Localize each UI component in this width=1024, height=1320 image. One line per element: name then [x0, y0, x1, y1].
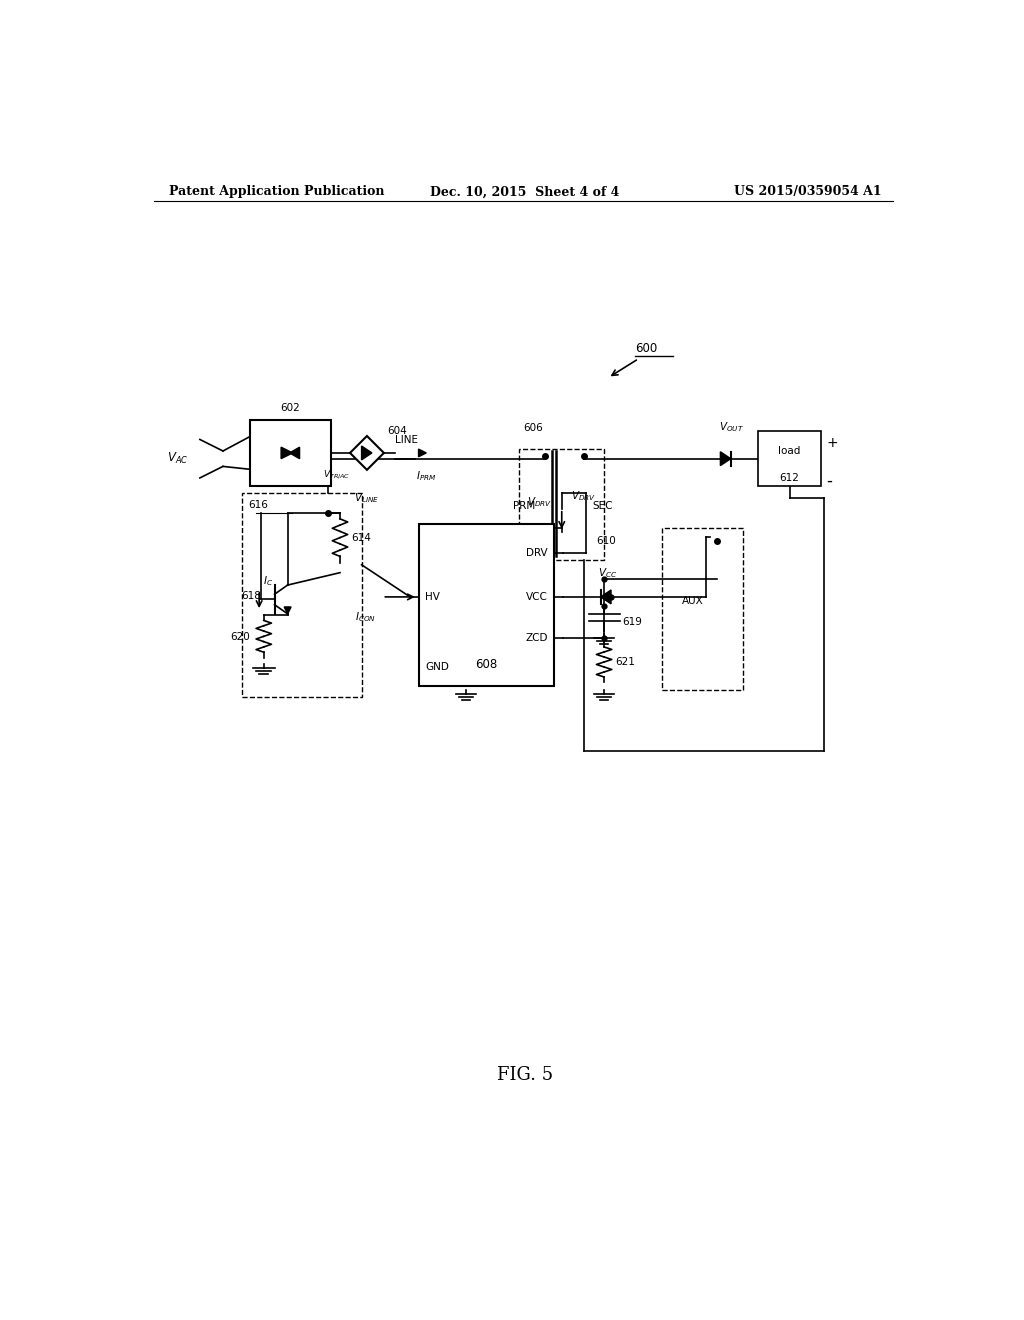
Text: 602: 602	[281, 403, 300, 413]
Text: DRV: DRV	[526, 548, 548, 558]
Bar	[758, 430, 821, 487]
Text: $V_{DRV}$: $V_{DRV}$	[527, 495, 552, 508]
Text: $I_{CON}$: $I_{CON}$	[355, 610, 376, 624]
Text: $V_{CC}$: $V_{CC}$	[598, 566, 617, 579]
Polygon shape	[290, 447, 300, 459]
Text: 618: 618	[241, 590, 261, 601]
Bar	[243, 494, 361, 697]
Text: load: load	[778, 446, 801, 455]
Text: HV: HV	[425, 591, 440, 602]
Text: 612: 612	[779, 473, 800, 483]
Text: PRM: PRM	[513, 502, 535, 511]
Text: 610: 610	[596, 536, 616, 545]
Polygon shape	[361, 446, 372, 459]
Text: 621: 621	[615, 657, 636, 667]
Text: 619: 619	[622, 616, 642, 627]
Text: 616: 616	[249, 499, 268, 510]
Polygon shape	[285, 607, 291, 614]
Bar	[250, 420, 331, 486]
Text: 614: 614	[351, 533, 372, 543]
Polygon shape	[350, 436, 384, 470]
Text: $V_{LINE}$: $V_{LINE}$	[354, 491, 380, 506]
Text: +: +	[826, 437, 839, 450]
Text: 620: 620	[230, 632, 250, 642]
Text: $V_{TR/AC}$: $V_{TR/AC}$	[323, 469, 350, 480]
Bar	[419, 524, 554, 686]
Text: GND: GND	[425, 661, 450, 672]
Polygon shape	[720, 451, 731, 466]
Polygon shape	[282, 447, 293, 459]
Polygon shape	[601, 590, 611, 603]
Bar	[662, 528, 742, 689]
Text: $I_C$: $I_C$	[263, 574, 273, 587]
Text: $V_{OUT}$: $V_{OUT}$	[719, 420, 743, 434]
Bar	[519, 449, 604, 561]
Text: ZCD: ZCD	[525, 634, 548, 643]
Text: -: -	[826, 471, 833, 490]
Text: 600: 600	[635, 342, 657, 355]
Text: 606: 606	[523, 424, 543, 433]
Text: FIG. 5: FIG. 5	[497, 1065, 553, 1084]
Polygon shape	[419, 449, 426, 457]
Text: 604: 604	[388, 426, 408, 436]
Text: VCC: VCC	[526, 591, 548, 602]
Text: AUX: AUX	[682, 595, 703, 606]
Text: 608: 608	[475, 657, 498, 671]
Text: $I_{PRM}$: $I_{PRM}$	[416, 470, 436, 483]
Text: LINE: LINE	[395, 436, 419, 445]
Text: Dec. 10, 2015  Sheet 4 of 4: Dec. 10, 2015 Sheet 4 of 4	[430, 185, 620, 198]
Text: $V_{DRV}$: $V_{DRV}$	[571, 488, 596, 503]
Text: Patent Application Publication: Patent Application Publication	[169, 185, 385, 198]
Text: US 2015/0359054 A1: US 2015/0359054 A1	[733, 185, 882, 198]
Text: SEC: SEC	[593, 502, 613, 511]
Text: $V_{AC}$: $V_{AC}$	[167, 451, 188, 466]
